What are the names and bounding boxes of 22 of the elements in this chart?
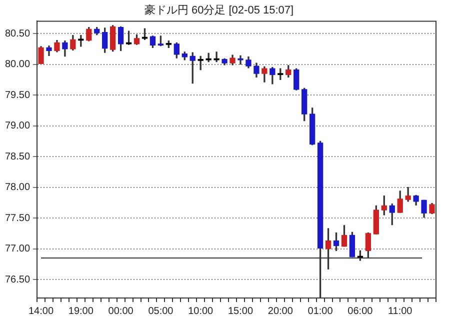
candlestick — [238, 55, 244, 65]
x-tick-label: 15:00 — [228, 306, 254, 317]
y-tick-label: 78.00 — [4, 182, 30, 194]
chart-title: 豪ドル円 60分足 [02-05 15:07] — [144, 4, 294, 17]
y-tick-label: 79.50 — [4, 90, 30, 101]
x-tick-label: 10:00 — [188, 306, 214, 317]
x-tick-label: 20:00 — [268, 306, 294, 317]
x-tick-label: 11:00 — [388, 306, 413, 317]
y-tick-label: 78.50 — [4, 151, 30, 162]
x-tick-label: 14:00 — [28, 306, 54, 317]
y-tick-label: 76.50 — [4, 274, 30, 286]
x-tick-label: 05:00 — [148, 306, 174, 317]
y-tick-label: 80.00 — [4, 59, 30, 70]
x-tick-label: 01:00 — [308, 306, 334, 317]
y-tick-label: 80.50 — [4, 28, 30, 40]
x-tick-label: 06:00 — [348, 306, 374, 317]
y-tick-label: 79.00 — [4, 120, 30, 132]
y-tick-label: 77.00 — [4, 244, 30, 255]
y-tick-label: 77.50 — [4, 212, 30, 224]
x-tick-label: 19:00 — [68, 306, 94, 317]
x-tick-label: 00:00 — [108, 306, 134, 317]
candlestick — [214, 52, 220, 62]
